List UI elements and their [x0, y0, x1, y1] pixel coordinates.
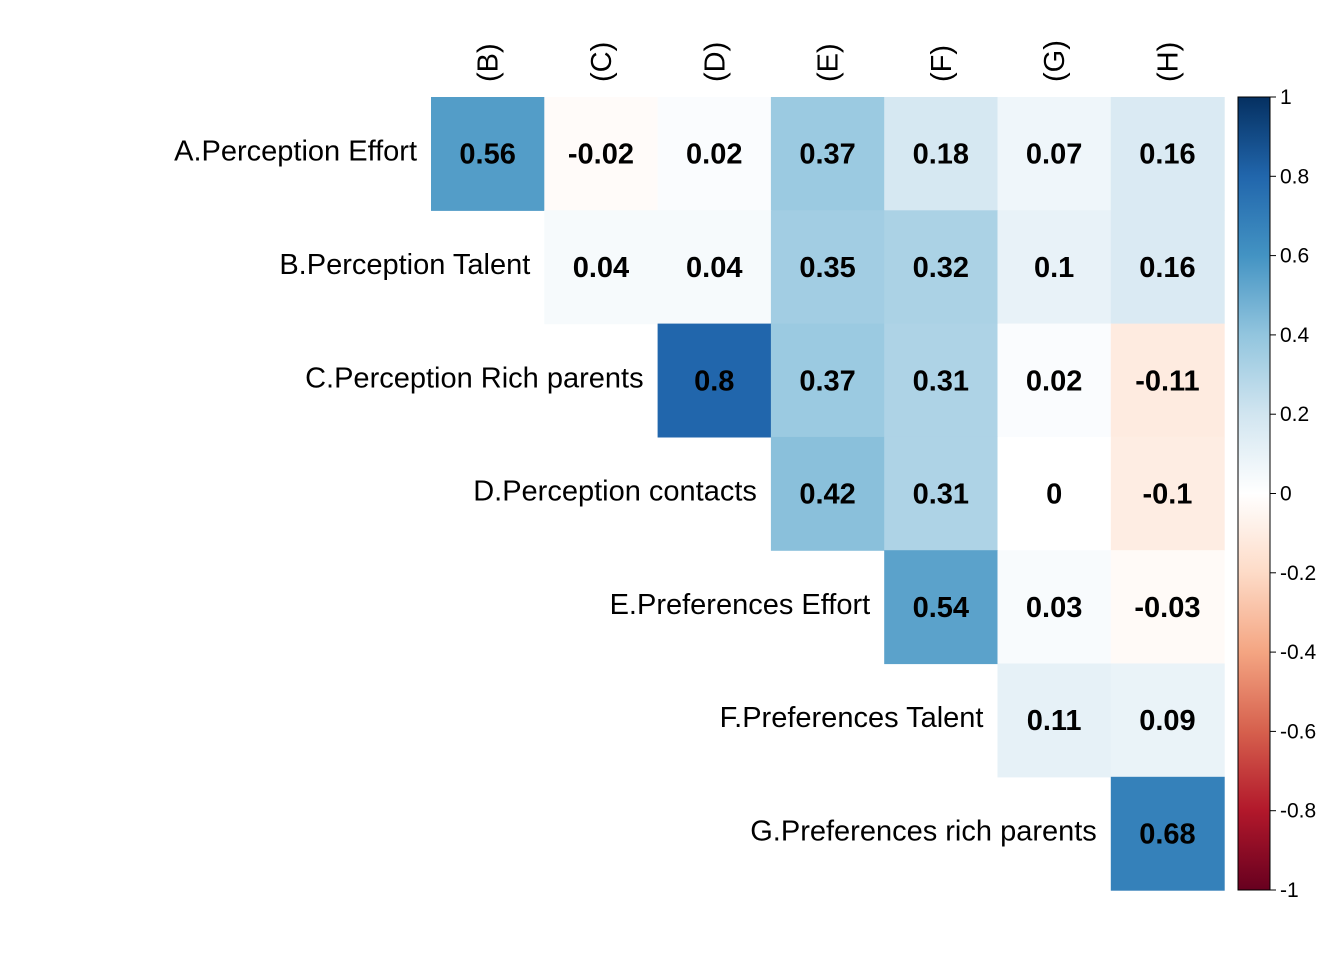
- heatmap-cell: [1110, 97, 1225, 211]
- column-label: (G): [1039, 40, 1071, 82]
- row-label: G.Preferences rich parents: [750, 815, 1097, 847]
- heatmap-cell-value: 0.18: [913, 139, 969, 171]
- column-label: (C): [586, 42, 618, 82]
- heatmap-cell: [770, 210, 885, 325]
- row-label: B.Perception Talent: [279, 249, 530, 281]
- column-label: (H): [1152, 42, 1184, 82]
- heatmap-cell: [997, 550, 1112, 665]
- heatmap-cell-value: 0.42: [799, 479, 855, 511]
- heatmap-cell-value: -0.02: [568, 139, 634, 171]
- column-label: (D): [699, 42, 731, 82]
- colorbar-tick-label: 0.2: [1280, 403, 1309, 426]
- heatmap-cell: [1110, 436, 1225, 551]
- heatmap-cell-value: -0.11: [1135, 365, 1200, 397]
- heatmap-cell: [657, 97, 772, 211]
- heatmap-cell-value: 0.02: [1026, 365, 1082, 397]
- heatmap-cell-value: 0.68: [1139, 818, 1195, 850]
- heatmap-cell-value: 0.16: [1139, 252, 1195, 284]
- heatmap-cell-value: 0.35: [799, 252, 855, 284]
- heatmap-cell: [884, 436, 999, 551]
- heatmap-cell-value: 0.54: [913, 592, 969, 624]
- colorbar-tick-label: -0.4: [1280, 641, 1317, 664]
- heatmap-cell-value: -0.03: [1134, 592, 1200, 624]
- colorbar-tick-label: 1: [1280, 86, 1292, 109]
- heatmap-cell: [1110, 550, 1225, 665]
- column-label: (F): [926, 45, 958, 82]
- heatmap-cell-value: -0.1: [1142, 479, 1192, 511]
- heatmap-cell-value: 0.1: [1034, 252, 1074, 284]
- heatmap-cell: [884, 97, 999, 211]
- colorbar-tick-label: -0.6: [1280, 720, 1316, 743]
- heatmap-cell: [884, 550, 999, 665]
- row-label: F.Preferences Talent: [720, 702, 984, 734]
- colorbar-tick-label: 0.8: [1280, 165, 1309, 188]
- heatmap-cell-value: 0.07: [1026, 139, 1082, 171]
- colorbar-tick-label: 0.6: [1280, 245, 1309, 268]
- colorbar-gradient: [1237, 96, 1271, 891]
- heatmap-cell: [544, 97, 659, 211]
- heatmap-cell: [1110, 323, 1225, 438]
- heatmap-cell-value: 0.37: [799, 365, 855, 397]
- heatmap-cells: [431, 97, 1225, 891]
- heatmap-cell-value: 0: [1046, 479, 1062, 511]
- colorbar-ticks: 1 0.8 0.6 0.4 0.2 0 -0.2 -0.4 -0.6 -0.8 -1: [1270, 86, 1317, 902]
- row-label: C.Perception Rich parents: [305, 362, 644, 394]
- heatmap-cell: [997, 323, 1112, 438]
- heatmap-cell-value: 0.09: [1139, 705, 1195, 737]
- heatmap-cell-value: 0.31: [913, 365, 969, 397]
- heatmap-cell-value: 0.02: [686, 139, 742, 171]
- heatmap-cell-labels: 0.56 -0.02 0.02 0.37 0.18 0.07 0.16 0.04 0.04 0.3…: [459, 139, 1200, 851]
- heatmap-cell-value: 0.31: [913, 479, 969, 511]
- heatmap-cell-value: 0.11: [1027, 705, 1082, 737]
- heatmap-cell: [431, 97, 545, 211]
- heatmap-cell: [884, 323, 999, 438]
- colorbar-tick-label: -0.8: [1280, 800, 1316, 823]
- heatmap-cell: [997, 663, 1112, 778]
- heatmap-cell-value: 0.04: [686, 252, 742, 284]
- colorbar-tick-label: -1: [1280, 879, 1299, 902]
- heatmap-cell: [997, 436, 1112, 551]
- heatmap-cell-value: 0.16: [1139, 139, 1195, 171]
- heatmap-cell: [1110, 663, 1225, 778]
- heatmap-cell: [884, 210, 999, 325]
- colorbar-tick-label: 0: [1280, 483, 1292, 506]
- heatmap-cell-value: 0.8: [694, 365, 734, 397]
- heatmap-cell: [770, 97, 885, 211]
- heatmap-cell: [1110, 776, 1225, 891]
- column-label: (B): [473, 43, 505, 82]
- row-label: D.Perception contacts: [473, 476, 757, 508]
- row-label: A.Perception Effort: [174, 136, 417, 168]
- column-labels: (B) (C) (D) (E) (F) (G) (H): [473, 40, 1185, 82]
- heatmap-cell: [997, 210, 1112, 325]
- heatmap-cell: [544, 210, 659, 325]
- colorbar: 1 0.8 0.6 0.4 0.2 0 -0.2 -0.4 -0.6 -0.8 -1: [1237, 86, 1317, 902]
- heatmap-cell: [770, 323, 885, 438]
- heatmap-cell-value: 0.56: [459, 139, 515, 171]
- row-labels: A.Perception Effort B.Perception Talent C.…: [174, 136, 1097, 848]
- heatmap-cell-value: 0.37: [799, 139, 855, 171]
- heatmap-cell: [770, 436, 885, 551]
- heatmap-cell: [657, 323, 772, 438]
- row-label: E.Preferences Effort: [610, 589, 871, 621]
- heatmap-cell: [1110, 210, 1225, 325]
- column-label: (E): [813, 43, 845, 82]
- heatmap-cell-value: 0.32: [913, 252, 969, 284]
- colorbar-tick-label: 0.4: [1280, 324, 1310, 347]
- heatmap-cell-value: 0.03: [1026, 592, 1082, 624]
- heatmap-cell: [997, 97, 1112, 211]
- heatmap-cell: [657, 210, 772, 325]
- colorbar-tick-label: -0.2: [1280, 562, 1316, 585]
- heatmap-cell-value: 0.04: [573, 252, 629, 284]
